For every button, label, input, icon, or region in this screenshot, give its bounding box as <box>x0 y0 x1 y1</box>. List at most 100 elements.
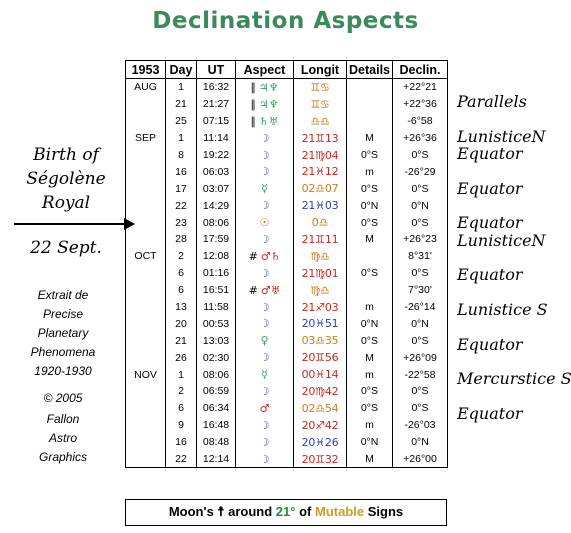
aspect-cell: ☽ <box>235 383 294 400</box>
ut-cell: 17:59 <box>196 231 236 248</box>
month-cell <box>125 163 166 181</box>
dec-cell: 0°N <box>392 197 448 215</box>
det-cell: m <box>346 298 393 316</box>
month-cell <box>125 399 166 417</box>
table-row: 6 06:34 ♂ 02♎54 0°S 0°S <box>125 399 448 417</box>
dec-cell: +22°36 <box>392 95 448 113</box>
credit-line-3: Planetary <box>37 326 89 340</box>
lng-cell: 20♓51 <box>293 315 347 333</box>
planet-symbols: ☽ <box>259 199 270 213</box>
month-cell <box>125 450 166 468</box>
det-cell: M <box>346 231 393 248</box>
det-cell <box>346 281 393 299</box>
det-cell: 0°S <box>346 146 393 164</box>
table-row: 17 03:07 ☿ 02♎07 0°S 0°S <box>125 180 448 198</box>
aspect-cell: ☽ <box>235 146 294 164</box>
birth-line-3: Royal <box>41 193 91 213</box>
planet-symbols: ♂ <box>259 401 270 415</box>
col-ut: UT <box>196 60 236 79</box>
lng-cell: ♍♎ <box>293 281 347 299</box>
planet-symbols: ☽ <box>259 351 270 365</box>
planet-symbols: ☿ <box>261 182 268 196</box>
col-day: Day <box>165 60 197 79</box>
dec-cell: -26°03 <box>392 416 448 434</box>
table-row: 9 16:48 ☽ 20♐42 m -26°03 <box>125 416 448 434</box>
table-header-row: 1953 Day UT Aspect Longit Details Declin… <box>125 60 448 79</box>
month-cell <box>125 180 166 198</box>
dec-cell: -26°29 <box>392 163 448 181</box>
dec-cell: +26°00 <box>392 450 448 468</box>
aspect-type: # <box>248 249 258 263</box>
day-cell: 23 <box>165 214 197 232</box>
det-cell: m <box>346 416 393 434</box>
lng-cell: ♍♎ <box>293 247 347 265</box>
aspect-cell: ♂ <box>235 399 294 417</box>
dec-cell: +26°23 <box>392 231 448 248</box>
planet-symbols: ♂♅ <box>260 283 281 297</box>
lng-cell: 20♐42 <box>293 416 347 434</box>
aspect-cell: ∥ ♄♅ <box>235 112 294 130</box>
aspect-cell: ☽ <box>235 416 294 434</box>
day-cell: 1 <box>165 366 197 384</box>
day-cell: 2 <box>165 383 197 400</box>
dec-cell: 0°N <box>392 433 448 451</box>
det-cell: M <box>346 349 393 367</box>
month-cell <box>125 332 166 350</box>
credit-line-5: 1920-1930 <box>34 364 92 378</box>
birth-line-2: Ségolène <box>26 169 106 189</box>
aspect-cell: ☿ <box>235 180 294 198</box>
aspect-cell: ☽ <box>235 349 294 367</box>
aspect-cell: ☿ <box>235 366 294 384</box>
table-row: 23 08:06 ☉ 0♎ 0°S 0°S <box>125 214 448 232</box>
planet-symbols: ☽ <box>259 232 270 246</box>
ut-cell: 13:03 <box>196 332 236 350</box>
ut-cell: 16:32 <box>196 78 236 96</box>
ut-cell: 08:06 <box>196 214 236 232</box>
month-cell <box>125 146 166 164</box>
month-cell <box>125 383 166 400</box>
side-note: Equator <box>457 144 523 163</box>
ut-cell: 16:51 <box>196 281 236 299</box>
dec-cell: -22°58 <box>392 366 448 384</box>
dec-cell: 0°N <box>392 315 448 333</box>
day-cell: 2 <box>165 247 197 265</box>
ut-cell: 06:03 <box>196 163 236 181</box>
ut-cell: 06:59 <box>196 383 236 400</box>
lng-cell: 21♐03 <box>293 298 347 316</box>
planet-symbols: ♂♄ <box>260 249 281 263</box>
planet-symbols: ☽ <box>259 384 270 398</box>
planet-symbols: ☽ <box>259 418 270 432</box>
ut-cell: 08:48 <box>196 433 236 451</box>
col-longit: Longit <box>293 60 347 79</box>
planet-symbols: ☽ <box>259 131 270 145</box>
day-cell: 26 <box>165 349 197 367</box>
aspect-cell: ☽ <box>235 231 294 248</box>
month-cell: OCT <box>125 247 166 265</box>
table-row: 6 16:51 # ♂♅ ♍♎ 7°30' <box>125 281 448 299</box>
ut-cell: 14:29 <box>196 197 236 215</box>
dec-cell: -6°58 <box>392 112 448 130</box>
table-row: 20 00:53 ☽ 20♓51 0°N 0°N <box>125 315 448 333</box>
det-cell: 0°S <box>346 332 393 350</box>
aspect-type: # <box>248 283 258 297</box>
ut-cell: 11:14 <box>196 129 236 147</box>
lng-cell: 20♓26 <box>293 433 347 451</box>
aspect-cell: # ♂♄ <box>235 247 294 265</box>
publisher-line-1: Fallon <box>46 412 80 426</box>
table-row: OCT 2 12:08 # ♂♄ ♍♎ 8°31' <box>125 247 448 265</box>
aspect-type: ∥ <box>250 114 256 128</box>
aspect-cell: ☽ <box>235 298 294 316</box>
page-title: Declination Aspects <box>152 8 419 34</box>
table-row: 21 21:27 ∥ ♃♆ ♊♋ +22°36 <box>125 95 448 113</box>
ut-cell: 08:06 <box>196 366 236 384</box>
aspect-cell: ☽ <box>235 450 294 468</box>
side-note: Mercurstice S <box>457 369 571 388</box>
planet-symbols: ☽ <box>259 266 270 280</box>
det-cell: M <box>346 129 393 147</box>
ut-cell: 01:16 <box>196 264 236 282</box>
det-cell: 0°N <box>346 197 393 215</box>
col-declin: Declin. <box>392 60 448 79</box>
table-row: 8 19:22 ☽ 21♍04 0°S 0°S <box>125 146 448 164</box>
planet-symbols: ☽ <box>259 452 270 466</box>
month-cell <box>125 281 166 299</box>
